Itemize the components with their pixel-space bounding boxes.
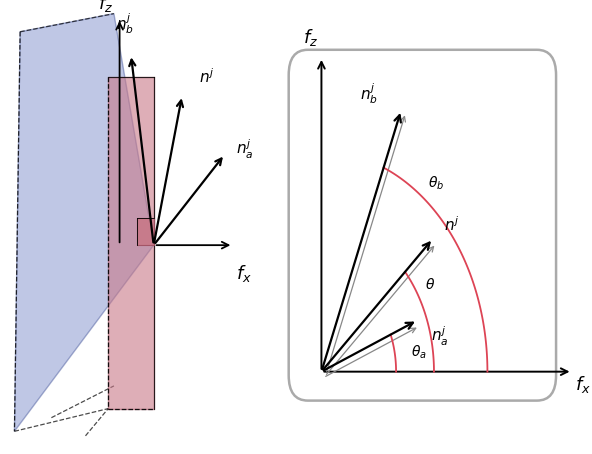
- Text: $n_a^j$: $n_a^j$: [431, 325, 449, 348]
- Text: $n_b^j$: $n_b^j$: [116, 11, 134, 36]
- Text: $n^j$: $n^j$: [444, 216, 459, 234]
- Text: $n^j$: $n^j$: [199, 68, 214, 86]
- Text: $\theta_a$: $\theta_a$: [411, 343, 427, 361]
- Text: $n_a^j$: $n_a^j$: [236, 138, 253, 162]
- Polygon shape: [137, 218, 154, 245]
- Text: $f_z$: $f_z$: [303, 26, 318, 48]
- Text: $\theta_b$: $\theta_b$: [427, 175, 444, 192]
- FancyBboxPatch shape: [289, 50, 556, 400]
- Text: $f_x$: $f_x$: [236, 263, 252, 284]
- Text: $n_b^j$: $n_b^j$: [360, 81, 378, 106]
- Polygon shape: [108, 77, 154, 409]
- Text: $\theta$: $\theta$: [425, 277, 435, 292]
- Polygon shape: [14, 14, 154, 431]
- Text: $f_z$: $f_z$: [98, 0, 113, 14]
- Text: $f_x$: $f_x$: [575, 374, 591, 395]
